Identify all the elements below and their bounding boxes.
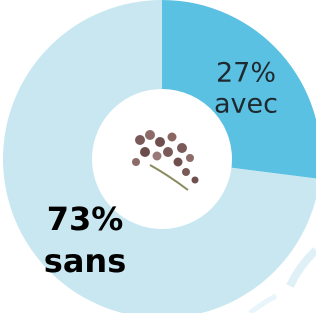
value-label: 73% <box>47 200 124 238</box>
seed-illustration <box>132 130 199 190</box>
category-label: sans <box>44 242 126 280</box>
value-label: 27% <box>216 58 276 89</box>
category-label: avec <box>214 89 278 120</box>
chart: 27% avec 73% sans <box>0 0 316 313</box>
